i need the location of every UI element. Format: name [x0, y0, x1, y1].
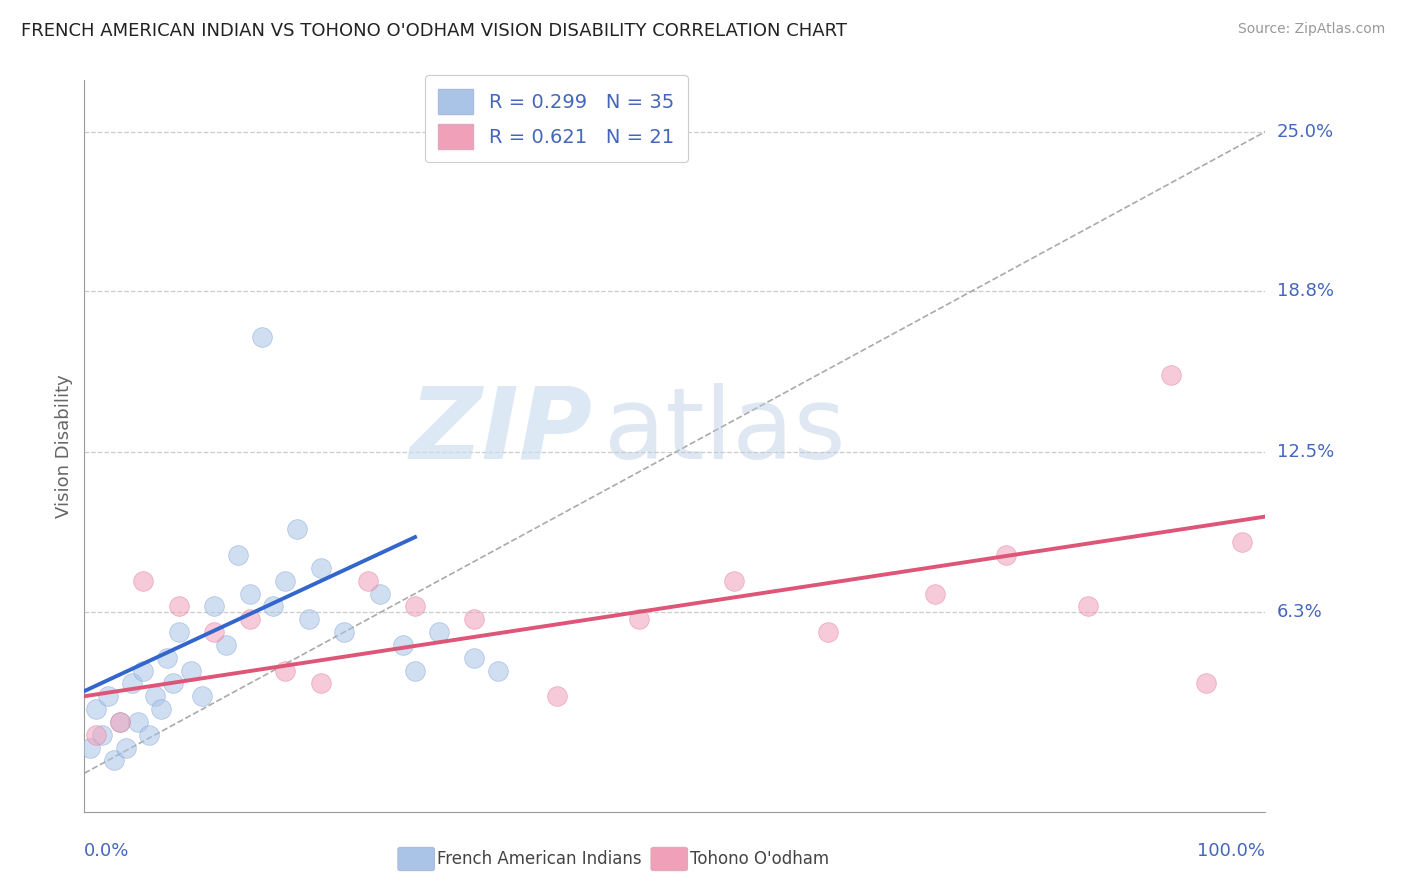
Point — [91, 728, 114, 742]
Point — [285, 523, 308, 537]
Point — [215, 638, 238, 652]
Text: FRENCH AMERICAN INDIAN VS TOHONO O'ODHAM VISION DISABILITY CORRELATION CHART: FRENCH AMERICAN INDIAN VS TOHONO O'ODHAM… — [21, 22, 846, 40]
Text: ZIP: ZIP — [409, 383, 592, 480]
Point — [121, 676, 143, 690]
Point — [127, 714, 149, 729]
Point — [274, 574, 297, 588]
Point — [108, 714, 131, 729]
Point — [1077, 599, 1099, 614]
Point — [404, 664, 426, 678]
Point — [817, 625, 839, 640]
Text: 6.3%: 6.3% — [1277, 602, 1322, 621]
Point — [404, 599, 426, 614]
Point — [84, 728, 107, 742]
Point — [180, 664, 202, 678]
Point — [162, 676, 184, 690]
Point — [546, 690, 568, 704]
Point — [368, 586, 391, 600]
Point — [309, 676, 332, 690]
Point — [239, 586, 262, 600]
Point — [392, 638, 415, 652]
Point — [274, 664, 297, 678]
Point — [143, 690, 166, 704]
Point — [1230, 535, 1253, 549]
Point — [262, 599, 284, 614]
Text: Tohono O'odham: Tohono O'odham — [690, 850, 830, 868]
Point — [202, 625, 225, 640]
Point — [628, 612, 651, 626]
Y-axis label: Vision Disability: Vision Disability — [55, 374, 73, 518]
Point — [167, 599, 190, 614]
Point — [103, 753, 125, 767]
Point — [156, 650, 179, 665]
Point — [167, 625, 190, 640]
Point — [1160, 368, 1182, 383]
Point — [463, 650, 485, 665]
Text: 0.0%: 0.0% — [84, 842, 129, 860]
Point — [191, 690, 214, 704]
Point — [427, 625, 450, 640]
Point — [994, 548, 1017, 562]
Legend: R = 0.299   N = 35, R = 0.621   N = 21: R = 0.299 N = 35, R = 0.621 N = 21 — [425, 75, 688, 162]
Point — [239, 612, 262, 626]
Text: 25.0%: 25.0% — [1277, 122, 1334, 141]
Text: Source: ZipAtlas.com: Source: ZipAtlas.com — [1237, 22, 1385, 37]
Point — [132, 574, 155, 588]
Text: atlas: atlas — [605, 383, 845, 480]
Point — [250, 330, 273, 344]
Point — [463, 612, 485, 626]
Point — [108, 714, 131, 729]
Text: French American Indians: French American Indians — [437, 850, 643, 868]
Point — [114, 740, 136, 755]
Text: 12.5%: 12.5% — [1277, 443, 1334, 461]
Point — [138, 728, 160, 742]
Point — [309, 561, 332, 575]
Point — [333, 625, 356, 640]
Point — [357, 574, 380, 588]
Point — [97, 690, 120, 704]
Point — [723, 574, 745, 588]
Text: 18.8%: 18.8% — [1277, 282, 1333, 300]
Point — [1195, 676, 1218, 690]
Point — [132, 664, 155, 678]
Point — [79, 740, 101, 755]
Point — [202, 599, 225, 614]
Point — [226, 548, 249, 562]
Point — [486, 664, 509, 678]
Point — [924, 586, 946, 600]
Text: 100.0%: 100.0% — [1198, 842, 1265, 860]
Point — [298, 612, 321, 626]
Point — [84, 702, 107, 716]
Point — [150, 702, 173, 716]
